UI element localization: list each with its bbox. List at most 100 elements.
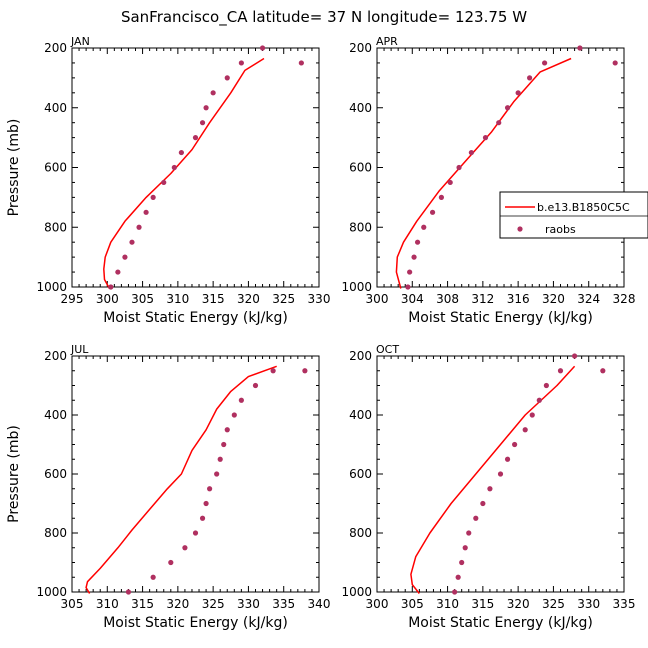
obs-point xyxy=(259,45,266,51)
obs-point xyxy=(270,368,276,374)
y-tick-label: 800 xyxy=(44,526,67,540)
obs-point xyxy=(557,368,564,374)
x-tick-label: 305 xyxy=(61,597,84,611)
x-tick-label: 324 xyxy=(577,292,600,306)
y-tick-label: 1000 xyxy=(36,280,67,294)
x-tick-label: 320 xyxy=(237,292,260,306)
y-tick-label: 1000 xyxy=(341,280,372,294)
model-line xyxy=(410,365,576,594)
x-tick-label: 300 xyxy=(366,597,389,611)
obs-point xyxy=(161,179,167,186)
obs-point xyxy=(192,135,199,141)
x-axis-title: Moist Static Energy (kJ/kg) xyxy=(408,615,593,631)
x-tick-label: 316 xyxy=(507,292,530,306)
obs-point xyxy=(207,486,213,492)
obs-point xyxy=(529,412,535,418)
x-tick-label: 325 xyxy=(272,292,295,306)
x-tick-label: 305 xyxy=(131,292,154,306)
obs-point xyxy=(468,149,474,156)
obs-point xyxy=(199,515,206,521)
obs-point xyxy=(203,500,209,507)
y-tick-label: 400 xyxy=(44,101,67,115)
x-tick-label: 330 xyxy=(308,292,331,306)
obs-point xyxy=(168,559,174,566)
x-tick-label: 300 xyxy=(366,292,389,306)
panel-apr: 300 304 308 312 316 320 324 328 200 400 600 800 1000… xyxy=(341,35,635,326)
obs-point xyxy=(612,60,618,66)
obs-point xyxy=(115,269,121,275)
x-tick-label: 320 xyxy=(166,597,189,611)
x-tick-label: 335 xyxy=(272,597,295,611)
obs-point xyxy=(150,194,156,200)
plot-frame xyxy=(376,47,625,288)
x-tick-label: 315 xyxy=(471,597,494,611)
x-tick-label: 300 xyxy=(96,292,119,306)
x-axis-title: Moist Static Energy (kJ/kg) xyxy=(103,310,288,326)
obs-point xyxy=(192,530,199,536)
x-tick-label: 315 xyxy=(131,597,154,611)
obs-point xyxy=(143,209,149,215)
y-tick-label: 600 xyxy=(44,467,67,481)
y-tick-label: 400 xyxy=(349,101,372,115)
x-tick-label: 315 xyxy=(202,292,225,306)
x-tick-label: 305 xyxy=(401,597,424,611)
obs-point xyxy=(407,269,413,275)
obs-point xyxy=(462,545,468,551)
obs-point xyxy=(542,60,548,66)
panel-jan: 295 300 305 310 315 320 325 330 200 400 600 800 1000… xyxy=(6,35,330,326)
x-tick-label: 328 xyxy=(613,292,636,306)
legend: b.e13.B1850C5C raobs xyxy=(499,191,648,239)
y-tick-label: 800 xyxy=(349,526,372,540)
obs-point xyxy=(136,224,142,230)
obs-point xyxy=(231,412,237,418)
obs-point xyxy=(459,559,465,566)
model-line xyxy=(103,57,265,289)
x-tick-label: 320 xyxy=(542,292,565,306)
legend-box xyxy=(499,191,648,239)
obs-point xyxy=(512,441,518,448)
obs-point xyxy=(122,254,128,260)
obs-point xyxy=(224,75,230,81)
y-tick-label: 1000 xyxy=(341,585,372,599)
obs-point xyxy=(496,120,502,126)
y-tick-label: 800 xyxy=(349,220,372,234)
obs-point xyxy=(238,60,244,66)
obs-point xyxy=(252,382,259,389)
y-tick-label: 800 xyxy=(44,220,67,234)
obs-point xyxy=(455,574,461,580)
x-tick-label: 325 xyxy=(542,597,565,611)
obs-point xyxy=(452,589,458,595)
obs-point xyxy=(171,164,177,171)
legend-obs-label: raobs xyxy=(545,223,576,236)
obs-point xyxy=(421,224,427,230)
obs-point xyxy=(447,179,453,186)
x-axis-title: Moist Static Energy (kJ/kg) xyxy=(408,310,593,326)
legend-marker-swatch xyxy=(517,226,523,232)
x-tick-label: 325 xyxy=(202,597,225,611)
panel-label: JAN xyxy=(70,35,90,48)
y-tick-label: 200 xyxy=(349,349,372,363)
obs-point xyxy=(411,254,417,260)
obs-point xyxy=(178,149,184,156)
y-tick-label: 400 xyxy=(349,408,372,422)
obs-point xyxy=(405,284,411,290)
panel-label: APR xyxy=(376,35,398,48)
obs-point xyxy=(504,456,511,462)
x-tick-label: 310 xyxy=(96,597,119,611)
obs-point xyxy=(600,368,606,374)
obs-point xyxy=(429,209,436,215)
obs-point xyxy=(203,105,209,111)
x-tick-label: 330 xyxy=(237,597,260,611)
obs-point xyxy=(522,427,528,433)
obs-point xyxy=(302,368,308,374)
y-tick-label: 400 xyxy=(44,408,67,422)
plot-frame xyxy=(71,47,320,288)
y-axis-title: Pressure (mb) xyxy=(6,119,22,217)
x-axis-title: Moist Static Energy (kJ/kg) xyxy=(103,615,288,631)
panel-label: JUL xyxy=(70,343,89,356)
x-tick-label: 304 xyxy=(401,292,424,306)
y-tick-label: 1000 xyxy=(36,585,67,599)
obs-point xyxy=(199,120,206,126)
obs-point xyxy=(577,45,583,51)
legend-model-label: b.e13.B1850C5C xyxy=(537,201,630,214)
